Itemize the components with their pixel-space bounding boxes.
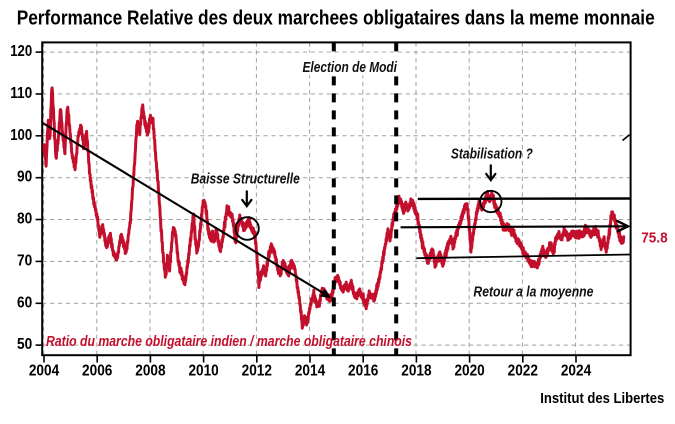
svg-text:2018: 2018 [401,362,432,379]
svg-text:60: 60 [17,294,32,311]
svg-text:2006: 2006 [82,362,113,379]
svg-text:2014: 2014 [295,362,326,379]
svg-text:2020: 2020 [454,362,484,379]
svg-text:110: 110 [10,85,32,102]
svg-text:Ratio du marche obligataire in: Ratio du marche obligataire indien / mar… [46,333,412,350]
svg-text:Performance Relative des deux: Performance Relative des deux marchees o… [17,8,655,30]
svg-text:90: 90 [17,169,32,186]
svg-text:Institut des Libertes: Institut des Libertes [540,390,664,407]
svg-text:100: 100 [10,127,32,144]
svg-text:Election de Modi: Election de Modi [303,59,398,76]
svg-text:Retour a la moyenne: Retour a la moyenne [473,284,593,301]
svg-text:50: 50 [17,336,32,353]
svg-text:2012: 2012 [242,362,272,379]
svg-text:70: 70 [17,252,32,269]
svg-text:2008: 2008 [135,362,166,379]
svg-text:Baisse Structurelle: Baisse Structurelle [191,171,300,188]
svg-text:2022: 2022 [508,362,538,379]
svg-text:2016: 2016 [348,362,379,379]
svg-text:75.8: 75.8 [641,230,667,247]
svg-text:80: 80 [17,211,32,228]
svg-text:120: 120 [10,43,32,60]
svg-text:2010: 2010 [188,362,218,379]
svg-text:2024: 2024 [561,362,592,379]
svg-text:Stabilisation ?: Stabilisation ? [451,146,533,163]
svg-text:2004: 2004 [29,362,60,379]
